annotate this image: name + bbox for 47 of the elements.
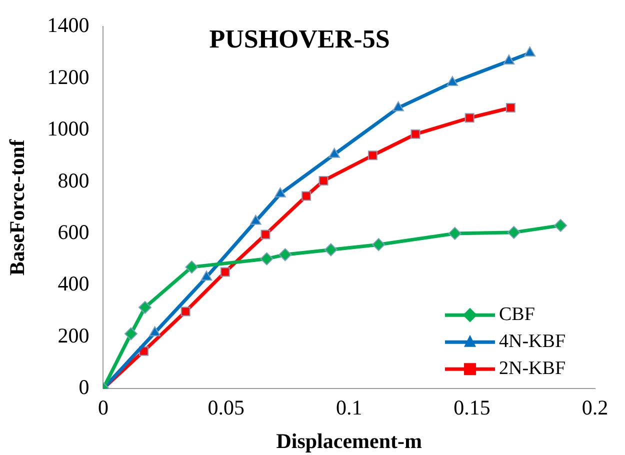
x-tick-label: 0.1 xyxy=(336,396,362,420)
point xyxy=(149,326,161,336)
point xyxy=(138,300,152,314)
point xyxy=(392,101,404,112)
y-axis-title: BaseForce-tonf xyxy=(5,138,30,276)
point xyxy=(302,191,312,201)
point xyxy=(124,327,138,340)
point xyxy=(318,176,328,186)
point xyxy=(324,243,338,256)
x-tick-label: 0.05 xyxy=(208,396,245,420)
y-tick-label: 1000 xyxy=(47,116,90,141)
point xyxy=(250,214,262,225)
point xyxy=(278,248,292,262)
legend-label: CBF xyxy=(499,304,535,326)
point xyxy=(274,187,286,198)
legend-label: 2N-KBF xyxy=(499,358,566,380)
x-tick-label: 0 xyxy=(98,396,108,420)
point xyxy=(503,54,515,64)
point xyxy=(410,129,420,139)
point xyxy=(554,218,568,232)
point xyxy=(180,306,190,316)
point xyxy=(220,267,230,277)
y-tick-label: 0 xyxy=(78,375,90,400)
x-tick-label: 0.2 xyxy=(582,396,608,420)
point xyxy=(260,230,270,240)
y-tick-label: 1200 xyxy=(47,64,90,89)
point xyxy=(372,238,386,252)
point xyxy=(260,252,274,266)
y-tick-label: 600 xyxy=(58,220,90,244)
point xyxy=(328,148,340,158)
point xyxy=(524,46,536,56)
x-axis-title: Displacement-m xyxy=(276,428,422,453)
y-tick-label: 200 xyxy=(58,323,90,348)
point xyxy=(506,103,516,113)
point xyxy=(185,260,198,274)
point xyxy=(368,150,378,160)
chart-title: PUSHOVER-5S xyxy=(209,24,390,54)
point xyxy=(446,76,458,86)
x-tick-label: 0.15 xyxy=(454,396,490,420)
y-tick-label: 1400 xyxy=(47,13,90,38)
point xyxy=(507,226,520,239)
y-tick-label: 400 xyxy=(58,272,90,296)
legend-label: 4N-KBF xyxy=(499,331,566,352)
y-tick-label: 800 xyxy=(58,168,90,192)
point xyxy=(200,270,212,281)
point xyxy=(464,113,474,123)
point xyxy=(448,226,462,240)
